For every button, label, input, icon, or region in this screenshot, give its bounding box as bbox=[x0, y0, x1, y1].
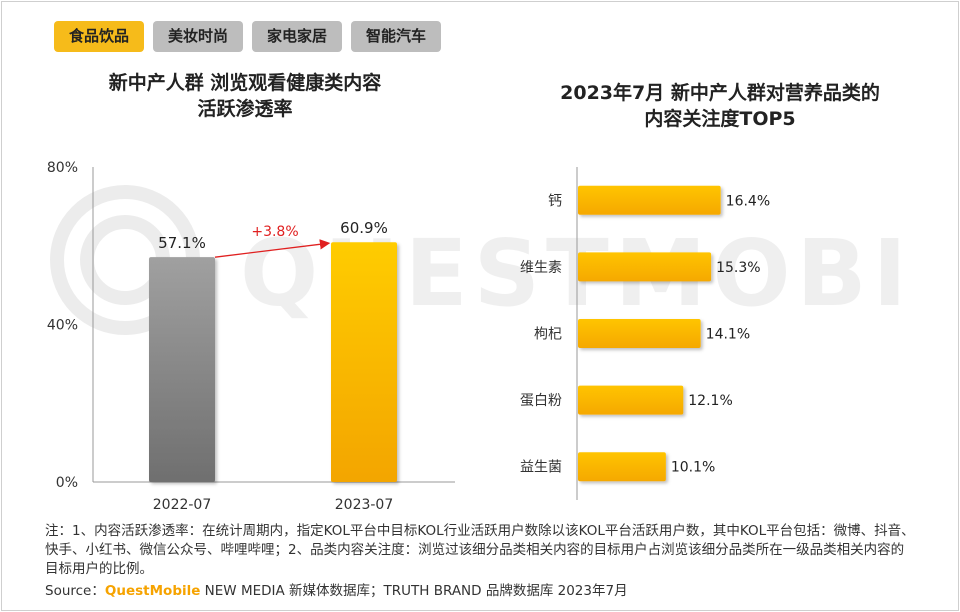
hbar-value-label: 10.1% bbox=[671, 460, 715, 476]
bar-value-label: 60.9% bbox=[340, 219, 388, 237]
hbar-蛋白粉 bbox=[578, 385, 684, 415]
bar-2022-07 bbox=[149, 257, 215, 482]
left-title-line1: 新中产人群 浏览观看健康类内容 bbox=[108, 72, 382, 94]
hbar-枸杞 bbox=[578, 319, 701, 348]
bar-2023-07 bbox=[331, 242, 397, 482]
left-title-line2: 活跃渗透率 bbox=[197, 98, 293, 120]
bar-value-label: 57.1% bbox=[158, 234, 206, 252]
source-suffix: NEW MEDIA 新媒体数据库；TRUTH BRAND 品牌数据库 2023年… bbox=[200, 583, 628, 599]
category-label: 维生素 bbox=[520, 260, 562, 276]
tab-appliances-home[interactable]: 家电家居 bbox=[252, 21, 343, 52]
category-label: 钙 bbox=[548, 193, 562, 209]
right-title-line2: 内容关注度TOP5 bbox=[644, 108, 796, 130]
x-tick-label: 2022-07 bbox=[153, 497, 212, 513]
hbar-益生菌 bbox=[578, 452, 666, 482]
growth-arrow bbox=[214, 239, 331, 258]
hbar-value-label: 16.4% bbox=[726, 193, 770, 209]
growth-annotation: +3.8% bbox=[251, 224, 298, 240]
right-title-line1: 2023年7月 新中产人群对营养品类的 bbox=[560, 82, 880, 104]
hbar-value-label: 12.1% bbox=[688, 393, 732, 409]
category-label: 枸杞 bbox=[534, 327, 562, 343]
hbar-value-label: 15.3% bbox=[716, 260, 760, 276]
questmobile-logo-text: QuestMobile bbox=[104, 583, 201, 599]
source-line: Source：QuestMobile NEW MEDIA 新媒体数据库；TRUT… bbox=[45, 579, 628, 599]
hbar-维生素 bbox=[578, 252, 712, 282]
footnote: 注：1、内容活跃渗透率：在统计周期内，指定KOL平台中目标KOL行业活跃用户数除… bbox=[45, 523, 915, 577]
hbar-value-label: 14.1% bbox=[706, 327, 750, 343]
category-label: 益生菌 bbox=[520, 460, 562, 476]
category-label: 蛋白粉 bbox=[520, 393, 562, 409]
category-tabs: 食品饮品 美妆时尚 家电家居 智能汽车 bbox=[54, 21, 442, 52]
tab-smart-cars[interactable]: 智能汽车 bbox=[351, 21, 442, 52]
right-chart-title: 2023年7月 新中产人群对营养品类的 内容关注度TOP5 bbox=[520, 80, 920, 132]
y-tick-label: 0% bbox=[56, 475, 78, 491]
tab-beauty-fashion[interactable]: 美妆时尚 bbox=[153, 21, 244, 52]
x-tick-label: 2023-07 bbox=[335, 497, 394, 513]
tab-food-drink[interactable]: 食品饮品 bbox=[54, 21, 145, 52]
y-tick-label: 80% bbox=[47, 160, 78, 176]
left-chart-title: 新中产人群 浏览观看健康类内容 活跃渗透率 bbox=[50, 70, 440, 122]
y-tick-label: 40% bbox=[47, 318, 78, 334]
hbar-钙 bbox=[578, 185, 721, 215]
source-prefix: Source： bbox=[45, 583, 105, 599]
